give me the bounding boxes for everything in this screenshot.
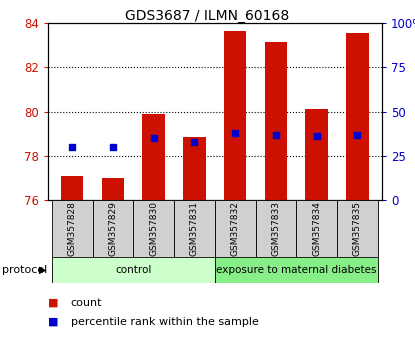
- Text: ▶: ▶: [39, 265, 46, 275]
- Text: GSM357828: GSM357828: [68, 201, 77, 256]
- Text: count: count: [71, 298, 102, 308]
- Text: control: control: [115, 265, 151, 275]
- Bar: [224, 31, 247, 200]
- Text: GSM357833: GSM357833: [271, 201, 281, 256]
- Bar: [133, 200, 174, 257]
- Text: GSM357830: GSM357830: [149, 201, 158, 256]
- Bar: [337, 200, 378, 257]
- Bar: [183, 137, 205, 200]
- Bar: [256, 200, 296, 257]
- Text: percentile rank within the sample: percentile rank within the sample: [71, 317, 259, 327]
- Bar: [215, 200, 256, 257]
- Bar: [174, 200, 215, 257]
- Text: exposure to maternal diabetes: exposure to maternal diabetes: [216, 265, 376, 275]
- Text: GDS3687 / ILMN_60168: GDS3687 / ILMN_60168: [125, 9, 290, 23]
- Text: GSM357835: GSM357835: [353, 201, 362, 256]
- Bar: [265, 42, 287, 200]
- Bar: [102, 178, 124, 200]
- Bar: [142, 114, 165, 200]
- Text: protocol: protocol: [2, 265, 47, 275]
- Bar: [215, 257, 378, 283]
- Bar: [346, 33, 369, 200]
- Bar: [305, 109, 328, 200]
- Bar: [52, 200, 93, 257]
- Text: ■: ■: [48, 298, 58, 308]
- Text: GSM357832: GSM357832: [231, 201, 239, 256]
- Text: GSM357829: GSM357829: [108, 201, 117, 256]
- Text: GSM357831: GSM357831: [190, 201, 199, 256]
- Text: ■: ■: [48, 317, 58, 327]
- Text: GSM357834: GSM357834: [312, 201, 321, 256]
- Bar: [52, 257, 215, 283]
- Bar: [296, 200, 337, 257]
- Bar: [61, 176, 83, 200]
- Bar: [93, 200, 133, 257]
